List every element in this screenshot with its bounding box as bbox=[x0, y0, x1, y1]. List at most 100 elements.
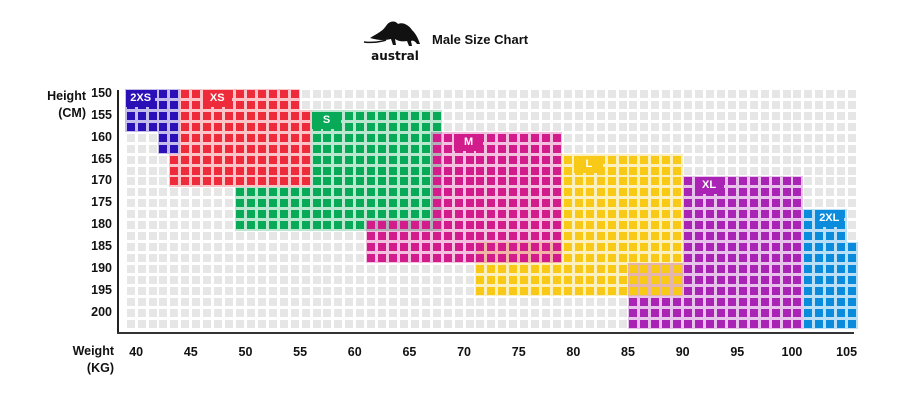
cell-empty bbox=[192, 286, 201, 295]
cell-l bbox=[585, 210, 594, 219]
cell-xs bbox=[246, 144, 255, 153]
cell-empty bbox=[236, 243, 244, 252]
cell-xs bbox=[181, 100, 190, 109]
cell-m bbox=[487, 221, 496, 230]
cell-empty bbox=[498, 100, 507, 109]
cell-s bbox=[389, 144, 398, 153]
x-tick-label: 80 bbox=[566, 345, 581, 359]
cell-l bbox=[498, 286, 507, 295]
cell-empty bbox=[170, 308, 179, 317]
cell-m bbox=[465, 253, 474, 262]
cell-l bbox=[629, 210, 638, 219]
cell-l bbox=[498, 275, 507, 284]
cell-empty bbox=[148, 155, 157, 164]
cell-xs bbox=[279, 90, 288, 98]
cell-l bbox=[563, 253, 572, 262]
cell-2xs bbox=[170, 111, 179, 120]
cell-empty bbox=[214, 199, 223, 208]
cell-empty bbox=[531, 122, 540, 131]
cell-empty bbox=[596, 144, 605, 153]
cell-empty bbox=[126, 275, 135, 284]
cell-s bbox=[323, 188, 332, 197]
cell-s bbox=[410, 177, 419, 186]
cell-empty bbox=[367, 100, 376, 109]
x-tick-label: 90 bbox=[675, 345, 690, 359]
cell-m bbox=[531, 253, 540, 262]
cell-empty bbox=[727, 144, 736, 153]
cell-empty bbox=[793, 144, 802, 153]
cell-m bbox=[498, 177, 507, 186]
cell-m bbox=[542, 199, 551, 208]
cell-empty bbox=[804, 111, 813, 120]
cell-empty bbox=[793, 90, 802, 98]
cell-s bbox=[257, 199, 266, 208]
cell-l bbox=[574, 188, 583, 197]
cell-empty bbox=[531, 100, 540, 109]
cell-xl bbox=[695, 264, 704, 273]
cell-2xs bbox=[159, 133, 168, 142]
cell-empty bbox=[290, 308, 299, 317]
cell-empty bbox=[203, 275, 212, 284]
cell-2xl bbox=[826, 308, 835, 317]
cell-empty bbox=[159, 264, 168, 273]
cell-empty bbox=[574, 297, 583, 306]
cell-empty bbox=[574, 319, 583, 328]
cell-empty bbox=[815, 144, 824, 153]
cell-l bbox=[618, 177, 627, 186]
cell-xl bbox=[760, 221, 769, 230]
cell-empty bbox=[236, 319, 244, 328]
cell-2xl bbox=[804, 297, 813, 306]
cell-m bbox=[465, 210, 474, 219]
cell-empty bbox=[421, 100, 430, 109]
cell-m bbox=[542, 232, 551, 241]
cell-empty bbox=[596, 308, 605, 317]
cell-m bbox=[432, 210, 441, 219]
cell-empty bbox=[695, 166, 704, 175]
cell-m bbox=[509, 232, 518, 241]
cell-empty bbox=[192, 221, 201, 230]
cell-m bbox=[542, 243, 551, 252]
cell-xl bbox=[716, 297, 725, 306]
cell-xl bbox=[782, 243, 791, 252]
cell-empty bbox=[552, 100, 561, 109]
y-tick-label: 155 bbox=[91, 107, 112, 122]
cell-empty bbox=[410, 308, 419, 317]
cell-empty bbox=[640, 111, 649, 120]
cell-empty bbox=[268, 319, 277, 328]
y-tick-label: 175 bbox=[91, 195, 112, 210]
cell-xl bbox=[705, 319, 714, 328]
cell-xl bbox=[782, 253, 791, 262]
cell-m bbox=[509, 177, 518, 186]
cell-empty bbox=[695, 111, 704, 120]
cell-empty bbox=[520, 319, 529, 328]
cell-l bbox=[585, 275, 594, 284]
cell-s bbox=[345, 133, 354, 142]
cell-s bbox=[410, 144, 419, 153]
cell-s bbox=[345, 122, 354, 131]
cell-empty bbox=[126, 144, 135, 153]
cell-l bbox=[662, 221, 671, 230]
cell-m bbox=[531, 144, 540, 153]
cell-empty bbox=[596, 122, 605, 131]
chart-title: Male Size Chart bbox=[432, 32, 529, 47]
cell-empty bbox=[246, 297, 255, 306]
cell-xs bbox=[301, 155, 310, 164]
cell-m bbox=[454, 210, 463, 219]
cell-empty bbox=[257, 275, 266, 284]
cell-empty bbox=[487, 90, 496, 98]
cell-m bbox=[432, 199, 441, 208]
cell-xs bbox=[257, 122, 266, 131]
cell-xs bbox=[268, 144, 277, 153]
cell-empty bbox=[563, 100, 572, 109]
cell-xs bbox=[246, 90, 255, 98]
cell-2xl bbox=[826, 243, 835, 252]
cell-s bbox=[421, 144, 430, 153]
cell-xl bbox=[738, 297, 747, 306]
cell-empty bbox=[716, 100, 725, 109]
cell-s bbox=[301, 188, 310, 197]
cell-empty bbox=[203, 308, 212, 317]
cell-empty bbox=[159, 155, 168, 164]
cell-xs bbox=[257, 166, 266, 175]
cell-s bbox=[323, 210, 332, 219]
cell-empty bbox=[585, 133, 594, 142]
